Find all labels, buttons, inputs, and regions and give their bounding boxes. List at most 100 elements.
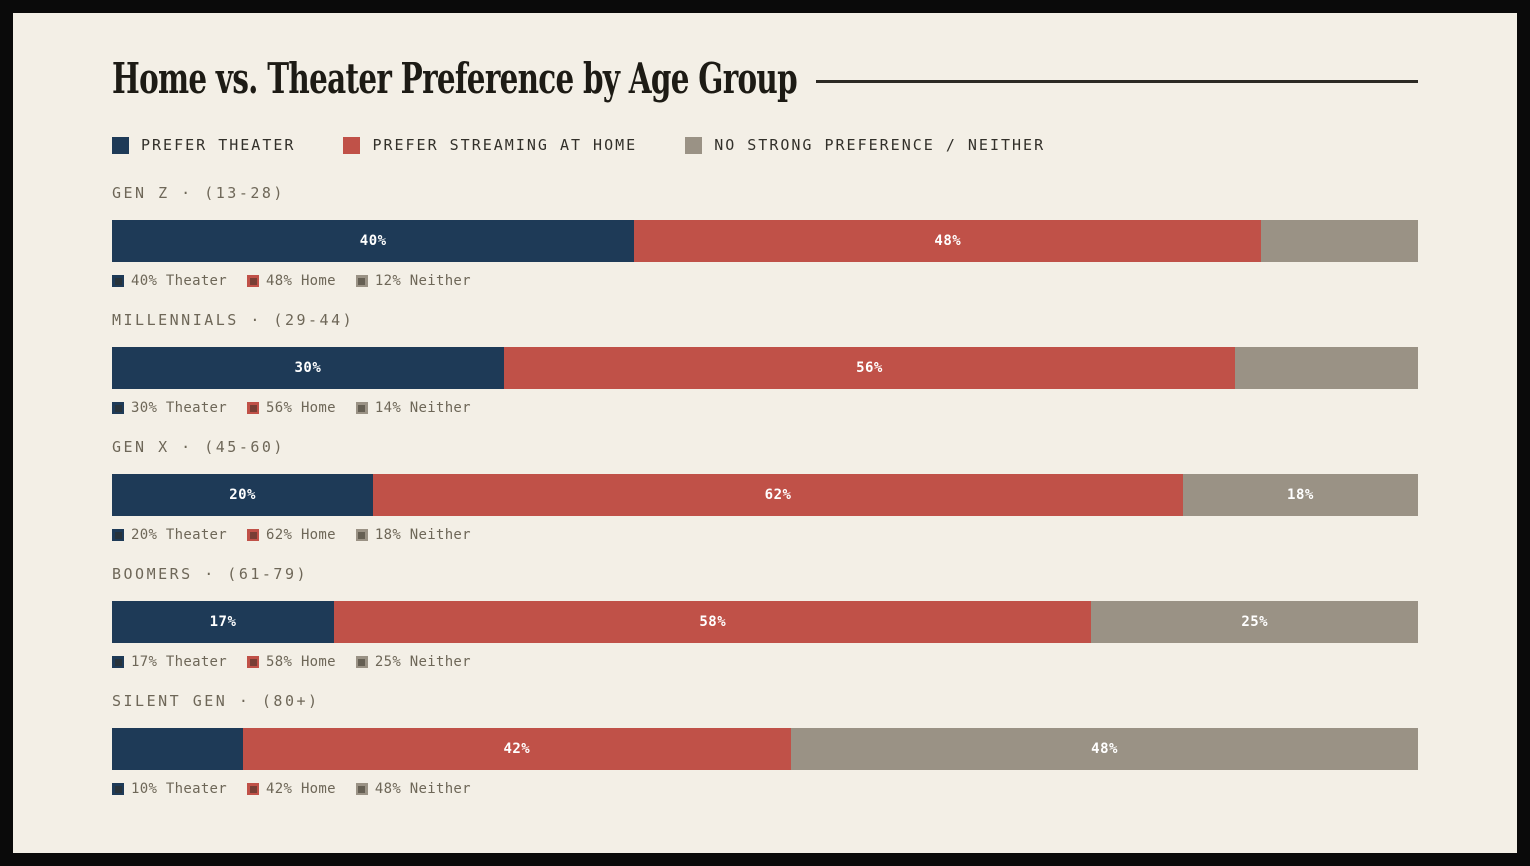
sub-legend-item-neither: 12% Neither: [355, 273, 471, 289]
stacked-bar: 20% 62% 18%: [112, 474, 1418, 516]
sub-legend-text: 25% Neither: [374, 654, 471, 670]
segment-value-label: 18%: [1287, 487, 1314, 503]
sub-legend-item-theater: 30% Theater: [112, 400, 227, 416]
sub-legend-item-home: 48% Home: [247, 273, 336, 289]
sub-legend-item-neither: 14% Neither: [355, 400, 471, 416]
segment-value-label: 62%: [764, 487, 792, 503]
sub-legend-text: 30% Theater: [131, 400, 228, 416]
sub-legend-item-neither: 25% Neither: [355, 654, 471, 670]
bar-sub-legend: 20% Theater 62% Home 18% Neither: [112, 526, 1418, 544]
bar-groups: GEN Z · (13-28) 40% 48% 40% Theater 48% Ho…: [112, 184, 1418, 798]
sub-legend-item-neither: 48% Neither: [355, 781, 471, 797]
segment-value-label: 42%: [503, 741, 531, 757]
sub-legend-swatch-icon: [247, 783, 260, 795]
sub-legend-item-neither: 18% Neither: [355, 527, 471, 543]
chart-content: Home vs. Theater Preference by Age Group…: [13, 13, 1517, 798]
sub-legend-swatch-icon: [355, 656, 368, 668]
age-group-label: MILLENNIALS · (29-44): [112, 311, 355, 329]
sub-legend-swatch-icon: [112, 783, 124, 795]
legend-item: NO STRONG PREFERENCE / NEITHER: [685, 136, 1045, 154]
sub-legend-text: 48% Neither: [374, 781, 471, 797]
title-rule: [816, 79, 1418, 83]
sub-legend-text: 48% Home: [266, 273, 336, 289]
age-group-row: BOOMERS · (61-79) 17% 58% 25% 17% Theater 5…: [112, 565, 1418, 671]
sub-legend-swatch-icon: [355, 783, 368, 795]
segment-value-label: 48%: [934, 233, 962, 249]
bar-segment-theater: 17%: [112, 601, 335, 643]
age-group-label: GEN Z · (13-28): [112, 184, 285, 202]
stacked-bar: 40% 48%: [112, 220, 1418, 262]
header: Home vs. Theater Preference by Age Group: [112, 58, 1418, 100]
sub-legend-swatch-icon: [247, 402, 260, 414]
sub-legend-swatch-icon: [247, 529, 260, 541]
legend-label: PREFER THEATER: [141, 136, 296, 154]
bar-segment-neither: 18%: [1182, 474, 1418, 516]
legend-item: PREFER THEATER: [112, 136, 295, 154]
bar-segment-neither: 48%: [791, 728, 1418, 770]
bar-segment-home: 48%: [634, 220, 1262, 262]
bar-segment-home: 58%: [334, 601, 1092, 643]
sub-legend-text: 10% Theater: [131, 781, 228, 797]
bar-segment-home: 42%: [242, 728, 792, 770]
bar-segment-theater: [112, 728, 243, 770]
age-group-label: BOOMERS · (61-79): [112, 565, 309, 583]
bar-sub-legend: 40% Theater 48% Home 12% Neither: [112, 272, 1418, 290]
age-group-row: MILLENNIALS · (29-44) 30% 56% 30% Theater…: [112, 311, 1418, 417]
bar-segment-theater: 40%: [112, 220, 635, 262]
legend-swatch-icon: [112, 136, 129, 154]
sub-legend-item-home: 42% Home: [247, 781, 336, 797]
segment-value-label: 40%: [359, 233, 387, 249]
sub-legend-swatch-icon: [112, 275, 124, 287]
bar-segment-theater: 30%: [112, 347, 504, 389]
page-title: Home vs. Theater Preference by Age Group: [112, 54, 798, 103]
sub-legend-item-theater: 20% Theater: [112, 527, 227, 543]
sub-legend-swatch-icon: [112, 402, 124, 414]
sub-legend-item-theater: 17% Theater: [112, 654, 227, 670]
bar-segment-neither: 25%: [1091, 601, 1418, 643]
bar-segment-theater: 20%: [112, 474, 374, 516]
bar-segment-neither: [1261, 220, 1418, 262]
sub-legend-swatch-icon: [355, 275, 368, 287]
sub-legend-swatch-icon: [247, 275, 260, 287]
age-group-row: GEN X · (45-60) 20% 62% 18% 20% Theater 62%…: [112, 438, 1418, 544]
segment-value-label: 30%: [294, 360, 322, 376]
sub-legend-text: 12% Neither: [374, 273, 471, 289]
segment-value-label: 17%: [209, 614, 237, 630]
segment-value-label: 56%: [856, 360, 883, 376]
sub-legend-text: 56% Home: [266, 400, 336, 416]
age-group-label: GEN X · (45-60): [112, 438, 285, 456]
sub-legend-swatch-icon: [355, 529, 368, 541]
sub-legend-item-theater: 40% Theater: [112, 273, 227, 289]
legend-item: PREFER STREAMING AT HOME: [343, 136, 637, 154]
legend-label: NO STRONG PREFERENCE / NEITHER: [714, 136, 1046, 154]
sub-legend-text: 42% Home: [266, 781, 336, 797]
segment-value-label: 48%: [1091, 741, 1118, 757]
age-group-label: SILENT GEN · (80+): [112, 692, 320, 710]
sub-legend-text: 14% Neither: [374, 400, 471, 416]
bar-segment-neither: [1235, 347, 1418, 389]
bar-sub-legend: 30% Theater 56% Home 14% Neither: [112, 399, 1418, 417]
bar-sub-legend: 17% Theater 58% Home 25% Neither: [112, 653, 1418, 671]
sub-legend-text: 17% Theater: [131, 654, 228, 670]
sub-legend-text: 20% Theater: [131, 527, 228, 543]
stacked-bar: 17% 58% 25%: [112, 601, 1418, 643]
sub-legend-item-home: 58% Home: [247, 654, 336, 670]
segment-value-label: 25%: [1241, 614, 1269, 630]
bar-sub-legend: 10% Theater 42% Home 48% Neither: [112, 780, 1418, 798]
sub-legend-text: 40% Theater: [131, 273, 228, 289]
age-group-row: GEN Z · (13-28) 40% 48% 40% Theater 48% Ho…: [112, 184, 1418, 290]
segment-value-label: 58%: [699, 614, 727, 630]
sub-legend-text: 18% Neither: [374, 527, 471, 543]
bar-segment-home: 62%: [373, 474, 1183, 516]
legend-swatch-icon: [343, 136, 361, 154]
stacked-bar: 42% 48%: [112, 728, 1418, 770]
sub-legend-item-home: 56% Home: [247, 400, 336, 416]
chart-legend: PREFER THEATER PREFER STREAMING AT HOME …: [112, 136, 1418, 154]
sub-legend-text: 62% Home: [266, 527, 336, 543]
sub-legend-swatch-icon: [112, 529, 124, 541]
stacked-bar: 30% 56%: [112, 347, 1418, 389]
sub-legend-swatch-icon: [247, 656, 260, 668]
sub-legend-swatch-icon: [355, 402, 368, 414]
age-group-row: SILENT GEN · (80+) 42% 48% 10% Theater 42%…: [112, 692, 1418, 798]
